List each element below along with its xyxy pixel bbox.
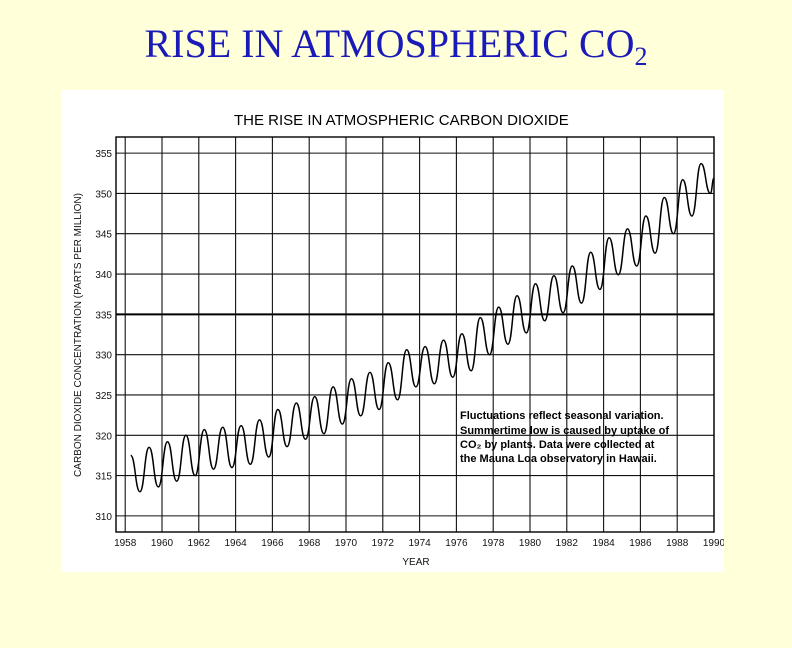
annotation-line-4: the Mauna Loa observatory in Hawaii.	[460, 453, 657, 465]
x-tick-label: 1974	[408, 538, 431, 549]
y-tick-label: 320	[95, 431, 112, 442]
x-tick-label: 1982	[556, 538, 579, 549]
x-tick-label: 1984	[592, 538, 615, 549]
x-tick-label: 1978	[482, 538, 505, 549]
x-tick-label: 1972	[372, 538, 395, 549]
y-tick-label: 340	[95, 270, 112, 281]
co2-series-line	[129, 162, 715, 493]
y-tick-label: 310	[95, 512, 112, 523]
x-tick-label: 1988	[666, 538, 689, 549]
x-tick-label: 1990	[703, 538, 724, 549]
chart-grid	[116, 137, 715, 532]
annotation-box: Fluctuations reflect seasonal variation.…	[460, 410, 669, 465]
y-tick-labels: 310 315 320 325 330 335 340 345 350 355	[95, 149, 112, 523]
x-tick-labels: 1958 1960 1962 1964 1966 1968 1970 1972 1974 1976…	[114, 538, 724, 549]
chart-figure: THE RISE IN ATMOSPHERIC CARBON DIOXIDE 3…	[62, 90, 724, 572]
x-tick-label: 1966	[261, 538, 284, 549]
x-tick-label: 1986	[629, 538, 652, 549]
y-tick-label: 345	[95, 230, 112, 241]
chart-title: THE RISE IN ATMOSPHERIC CARBON DIOXIDE	[234, 112, 569, 129]
slide-title: RISE IN ATMOSPHERIC CO2	[0, 20, 792, 81]
x-tick-label: 1962	[188, 538, 211, 549]
slide-title-subscript: 2	[634, 42, 648, 71]
y-tick-label: 350	[95, 189, 112, 200]
x-tick-label: 1958	[114, 538, 137, 549]
co2-line-chart: THE RISE IN ATMOSPHERIC CARBON DIOXIDE 3…	[73, 112, 724, 568]
annotation-line-1: Fluctuations reflect seasonal variation.	[460, 410, 664, 422]
x-tick-label: 1976	[445, 538, 468, 549]
y-tick-label: 355	[95, 149, 112, 160]
x-tick-label: 1980	[519, 538, 542, 549]
y-tick-label: 330	[95, 351, 112, 362]
x-axis-label: YEAR	[402, 557, 429, 568]
x-tick-label: 1964	[224, 538, 247, 549]
x-tick-label: 1960	[151, 538, 174, 549]
annotation-line-3: CO₂ by plants. Data were collected at	[460, 439, 655, 451]
plot-frame	[115, 136, 715, 533]
annotation-line-2: Summertime low is caused by uptake of	[460, 425, 669, 437]
x-tick-label: 1968	[298, 538, 321, 549]
y-axis-label: CARBON DIOXIDE CONCENTRATION (PARTS PER …	[73, 193, 84, 477]
y-tick-label: 325	[95, 391, 112, 402]
y-tick-label: 335	[95, 310, 112, 321]
x-tick-label: 1970	[335, 538, 358, 549]
y-tick-label: 315	[95, 472, 112, 483]
slide-title-main: RISE IN ATMOSPHERIC CO	[144, 21, 635, 66]
